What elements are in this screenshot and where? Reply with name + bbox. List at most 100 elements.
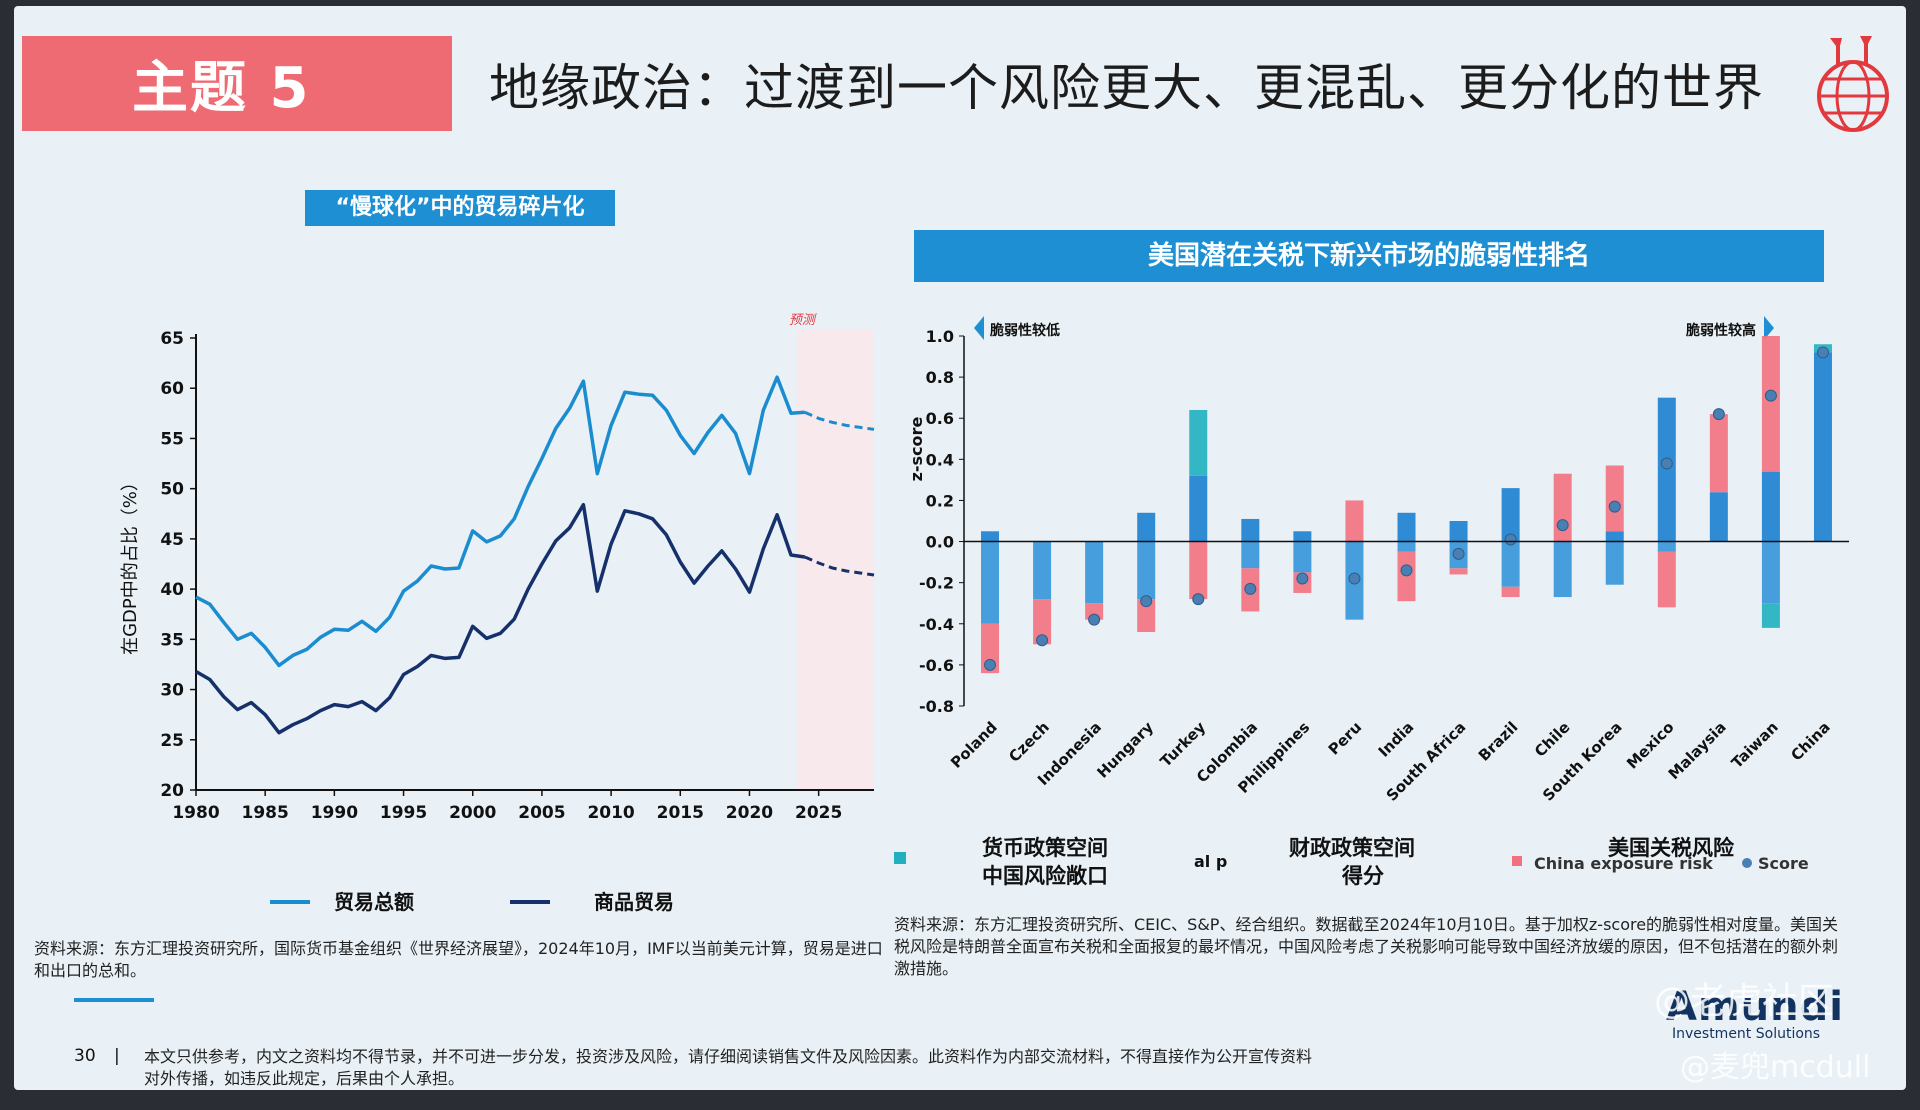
forecast-label: 预测 xyxy=(789,313,817,328)
legend-line-goods-trade xyxy=(510,900,550,904)
legend-score-dot xyxy=(1742,858,1752,868)
score-point xyxy=(984,658,997,671)
y-tick-label: -0.4 xyxy=(919,615,954,634)
bar-segment xyxy=(1501,586,1520,598)
bar-segment xyxy=(1293,541,1312,573)
legend-label-monetary: 货币政策空间 xyxy=(982,836,1108,860)
bar-segment xyxy=(1293,531,1312,542)
legend-fragment-score: Score xyxy=(1758,854,1809,873)
score-point xyxy=(1192,593,1205,606)
category-label: India xyxy=(1375,718,1418,761)
score-point xyxy=(1712,408,1725,421)
score-point xyxy=(1296,572,1309,585)
footer-accent-line xyxy=(74,998,154,1002)
page-title: 地缘政治：过渡到一个风险更大、更混乱、更分化的世界 xyxy=(489,59,1764,117)
legend-swatch-pink xyxy=(1512,856,1522,866)
page-number: 30 xyxy=(74,1046,96,1066)
x-tick-label: 1990 xyxy=(311,803,358,823)
bar-segment xyxy=(1501,488,1520,542)
score-point xyxy=(1764,389,1777,402)
y-tick-label: 25 xyxy=(160,731,184,751)
x-tick-label: 1995 xyxy=(380,803,427,823)
slide: 主题 5 地缘政治：过渡到一个风险更大、更混乱、更分化的世界 “慢球化”中的贸易… xyxy=(14,6,1906,1090)
bar-segment xyxy=(1137,512,1156,542)
category-label: Taiwan xyxy=(1728,718,1782,772)
bar-segment xyxy=(1449,568,1468,575)
bar-segment xyxy=(1605,531,1624,542)
bar-segment xyxy=(1605,465,1624,532)
bar-segment xyxy=(1709,414,1728,493)
bar-segment xyxy=(981,623,1000,674)
y-tick-label: 0.4 xyxy=(926,450,954,469)
arrow-left-icon xyxy=(974,316,984,340)
y-tick-label: 20 xyxy=(160,781,184,801)
bar-segment xyxy=(1761,603,1780,628)
x-tick-label: 2020 xyxy=(726,803,773,823)
bar-segment xyxy=(1085,603,1104,620)
y-tick-label: 60 xyxy=(160,379,184,399)
bar-segment xyxy=(1189,475,1208,542)
y-tick-label: -0.8 xyxy=(919,697,954,716)
bar-segment xyxy=(1241,541,1260,569)
legend-label-goods-trade: 商品贸易 xyxy=(594,890,674,914)
y-tick-label: 1.0 xyxy=(926,327,954,346)
y-tick-label: 45 xyxy=(160,530,184,550)
bar-segment xyxy=(1033,541,1052,600)
category-label: Chile xyxy=(1531,718,1574,761)
score-point xyxy=(1452,547,1465,560)
left-chart-title: “慢球化”中的贸易碎片化 xyxy=(305,190,615,226)
y-axis-label: 在GDP中的占比（%） xyxy=(120,473,141,655)
score-point xyxy=(1504,533,1517,546)
bar-segment xyxy=(1761,336,1780,472)
watermark-author: @麦兜mcdull xyxy=(1680,1050,1871,1085)
bar-segment xyxy=(1345,500,1364,542)
legend-label-score-cn: 得分 xyxy=(1342,864,1384,888)
legend-label-us-tariff: 美国关税风险 xyxy=(1608,836,1734,860)
x-tick-label: 2005 xyxy=(518,803,565,823)
y-tick-label: 0.6 xyxy=(926,409,954,428)
bar-segment xyxy=(1449,521,1468,542)
footer-separator: | xyxy=(114,1046,120,1066)
bar-segment xyxy=(1241,518,1260,542)
bar-segment xyxy=(1137,541,1156,600)
brand-logo: Amundi xyxy=(1666,984,1844,1030)
bar-segment xyxy=(1813,352,1832,542)
topic-badge: 主题 5 xyxy=(22,36,452,131)
disclaimer-line2: 对外传播，如违反此规定，后果由个人承担。 xyxy=(144,1069,465,1088)
y-tick-label: 0.8 xyxy=(926,368,954,387)
bar-segment xyxy=(1501,541,1520,587)
legend-line-trade-total xyxy=(270,900,310,904)
watermark-community: @老虎社区 xyxy=(1654,981,1835,1022)
legend-label-china-exposure: 中国风险敞口 xyxy=(982,864,1108,888)
x-tick-label: 2015 xyxy=(657,803,704,823)
right-source-note: 资料来源：东方汇理投资研究所、CEIC、S&P、经合组织。数据截至2024年10… xyxy=(894,915,1839,978)
category-label: Hungary xyxy=(1093,718,1157,782)
right-chart-title: 美国潜在关税下新兴市场的脆弱性排名 xyxy=(914,230,1824,282)
disclaimer-line1: 本文只供参考，内文之资料均不得节录，并不可进一步分发，投资涉及风险，请仔细阅读销… xyxy=(144,1047,1313,1066)
y-tick-label: 50 xyxy=(160,480,184,500)
bar-segment xyxy=(1553,541,1572,598)
bar-segment xyxy=(1397,512,1416,542)
score-point xyxy=(1348,572,1361,585)
bar-segment xyxy=(1397,541,1416,552)
y-axis-label: z-score xyxy=(907,417,926,482)
score-point xyxy=(1400,564,1413,577)
high-vulnerability-label: 脆弱性较高 xyxy=(1685,322,1756,339)
legend-label-fiscal: 财政政策空间 xyxy=(1289,836,1415,860)
legend-label-trade-total: 贸易总额 xyxy=(334,890,414,914)
category-label: Brazil xyxy=(1475,718,1522,765)
bar-segment xyxy=(1657,397,1676,542)
y-tick-label: 40 xyxy=(160,580,184,600)
bar-segment xyxy=(981,541,1000,624)
left-source-note: 资料来源：东方汇理投资研究所，国际货币基金组织《世界经济展望》，2024年10月… xyxy=(34,939,883,980)
bar-segment xyxy=(1085,541,1104,604)
y-tick-label: 0.2 xyxy=(926,491,954,510)
bar-chart: 脆弱性较低 脆弱性较高 -0.8 -0.6 -0.4 -0.2 0.0 0.2 0.4 0.6 0.… xyxy=(907,316,1849,805)
x-tick-label: 1985 xyxy=(242,803,289,823)
bar-segment xyxy=(1657,541,1676,552)
bar-segment xyxy=(1761,541,1780,604)
legend-fragment-china-exposure: China exposure risk xyxy=(1534,854,1713,873)
category-label: Peru xyxy=(1325,718,1365,758)
low-vulnerability-label: 脆弱性较低 xyxy=(989,322,1060,339)
